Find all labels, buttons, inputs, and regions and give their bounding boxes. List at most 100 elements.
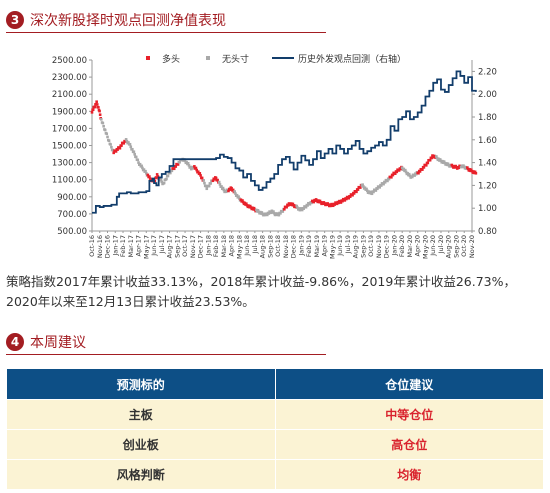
no-position-point [404, 168, 407, 172]
long-point [148, 177, 152, 180]
long-point [241, 200, 245, 204]
y-left-tick-label: 1100.00 [52, 176, 87, 186]
no-position-point [137, 161, 140, 164]
x-tick-label: Nov-20 [468, 235, 476, 258]
no-position-point [189, 165, 192, 169]
no-position-point [363, 186, 367, 190]
no-position-point [204, 184, 208, 188]
legend-no-position-marker [206, 56, 210, 60]
no-position-point [270, 209, 274, 213]
long-point [426, 161, 430, 165]
long-point [348, 195, 352, 198]
long-point [248, 204, 252, 208]
long-point [198, 172, 202, 175]
legend-long-label: 多头 [162, 53, 180, 65]
long-point [155, 176, 158, 179]
section-number-badge: 3 [6, 11, 24, 29]
long-point [195, 168, 198, 172]
table-header-row: 预测标的 仓位建议 [6, 368, 544, 400]
long-point [359, 186, 362, 189]
x-tick-label: Nov-18 [282, 235, 290, 258]
no-position-point [159, 178, 163, 182]
no-position-point [372, 190, 375, 194]
long-point [228, 188, 232, 191]
x-tick-label: Jan-19 [297, 235, 305, 257]
no-position-point [308, 202, 312, 206]
x-tick-label: Nov-19 [375, 235, 383, 258]
x-tick-label: Dec-17 [197, 235, 205, 258]
no-position-point [439, 159, 443, 163]
no-position-point [187, 164, 191, 167]
long-point [329, 204, 333, 208]
legend-no-position-label: 无头寸 [222, 53, 249, 65]
long-point [193, 165, 196, 168]
x-tick-label: Nov-16 [96, 235, 104, 258]
no-position-point [207, 184, 211, 188]
section-divider [6, 354, 326, 355]
long-point [324, 203, 327, 207]
no-position-point [128, 142, 132, 146]
no-position-point [435, 156, 439, 160]
no-position-point [366, 189, 369, 193]
long-point [97, 106, 100, 109]
no-position-point [255, 208, 258, 212]
no-position-point [103, 128, 107, 132]
no-position-point [144, 171, 148, 175]
position-advice-table: 预测标的 仓位建议 主板 中等仓位 创业板 高仓位 风格判断 均衡 [6, 368, 544, 490]
x-tick-label: Aug-20 [445, 235, 453, 258]
no-position-point [169, 171, 172, 175]
long-point [469, 168, 473, 171]
no-position-point [127, 141, 130, 144]
section-title: 本周建议 [30, 335, 86, 351]
no-position-point [183, 159, 187, 163]
no-position-point [272, 210, 275, 213]
long-point [231, 188, 235, 192]
long-point [397, 169, 401, 172]
x-tick-label: Dec-16 [104, 235, 112, 258]
long-point [241, 199, 244, 202]
no-position-point [304, 205, 308, 209]
x-tick-label: Jun-17 [150, 235, 158, 257]
no-position-point [379, 184, 383, 187]
long-point [356, 188, 360, 191]
long-point [417, 171, 420, 175]
no-position-point [132, 150, 136, 154]
no-position-point [257, 210, 261, 214]
no-position-point [404, 170, 408, 174]
no-position-point [170, 169, 174, 173]
no-position-point [186, 161, 190, 165]
long-point [245, 204, 249, 207]
long-point [118, 146, 122, 150]
no-position-point [101, 121, 105, 125]
x-tick-label: Jan-20 [390, 235, 398, 257]
no-position-point [165, 177, 168, 181]
long-point [199, 174, 202, 177]
long-point [239, 198, 243, 202]
x-tick-label: Feb-18 [212, 235, 220, 257]
no-position-point [144, 169, 147, 173]
long-point [347, 196, 350, 200]
no-position-point [100, 118, 103, 121]
long-point [214, 176, 218, 180]
long-point [331, 204, 335, 208]
x-tick-label: Dec-19 [383, 235, 391, 258]
no-position-point [402, 167, 406, 171]
no-position-point [462, 165, 466, 169]
long-point [418, 170, 422, 173]
long-point [174, 165, 178, 168]
x-tick-label: Mar-18 [220, 235, 228, 257]
no-position-point [256, 209, 260, 212]
no-position-point [461, 165, 464, 169]
no-position-point [438, 158, 442, 161]
x-tick-label: Aug-17 [166, 235, 174, 258]
no-position-point [258, 210, 262, 214]
no-position-point [448, 165, 451, 168]
no-position-point [209, 182, 212, 185]
no-position-point [162, 181, 166, 185]
no-position-point [110, 145, 113, 149]
no-position-point [124, 138, 128, 141]
x-tick-label: Apr-20 [414, 235, 422, 256]
long-point [312, 200, 316, 204]
long-point [399, 167, 402, 171]
no-position-point [129, 145, 133, 149]
